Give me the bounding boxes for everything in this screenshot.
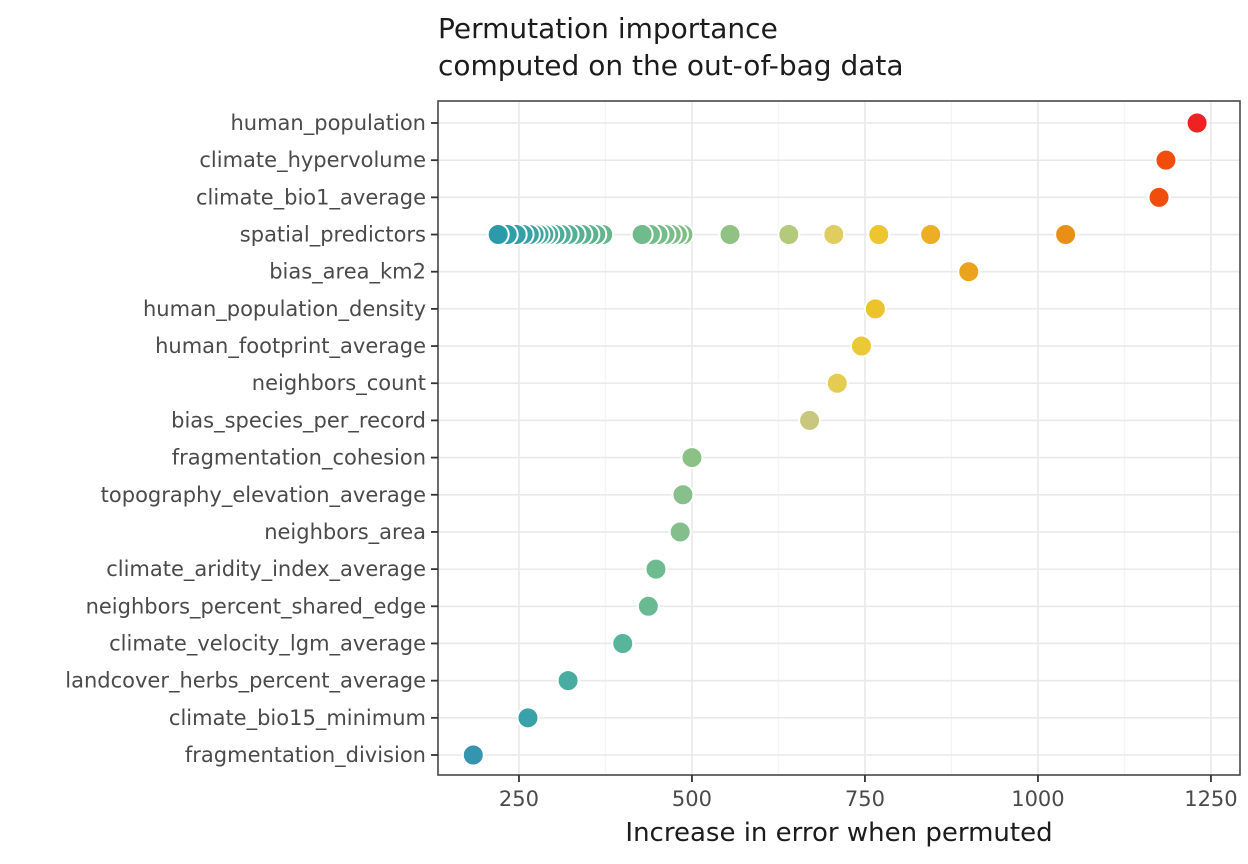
x-axis-title: Increase in error when permuted bbox=[625, 818, 1053, 848]
y-axis-label: human_population_density bbox=[143, 297, 426, 322]
y-axis-label: human_footprint_average bbox=[155, 334, 426, 359]
y-axis-label: climate_velocity_lgm_average bbox=[109, 631, 426, 656]
y-axis-label: landcover_herbs_percent_average bbox=[65, 669, 426, 694]
x-axis-tick-label: 750 bbox=[845, 787, 885, 811]
data-point-spatial_predictors bbox=[1054, 223, 1078, 247]
data-point-spatial_predictors bbox=[630, 223, 654, 247]
y-axis-label: climate_aridity_index_average bbox=[106, 557, 426, 582]
y-axis-label: neighbors_count bbox=[252, 371, 426, 396]
data-point-bias_species_per_record bbox=[798, 408, 822, 432]
data-point-spatial_predictors bbox=[919, 223, 943, 247]
data-point-topography_elevation_average bbox=[671, 483, 695, 507]
x-axis-tick-label: 1250 bbox=[1184, 787, 1237, 811]
chart-title-line1: Permutation importance bbox=[438, 12, 778, 45]
y-axis-label: human_population bbox=[230, 111, 426, 136]
y-axis-label: topography_elevation_average bbox=[101, 483, 426, 508]
y-axis-label: climate_bio1_average bbox=[196, 185, 426, 210]
chart-title-line2: computed on the out-of-bag data bbox=[438, 49, 904, 82]
chart-title: Permutation importance computed on the ou… bbox=[438, 10, 904, 84]
data-point-fragmentation_division bbox=[461, 743, 485, 767]
data-point-climate_bio1_average bbox=[1147, 185, 1171, 209]
data-point-landcover_herbs_percent_average bbox=[556, 669, 580, 693]
data-point-spatial_predictors bbox=[777, 223, 801, 247]
data-point-neighbors_count bbox=[825, 371, 849, 395]
y-axis-label: bias_area_km2 bbox=[269, 260, 426, 285]
y-axis-label: spatial_predictors bbox=[240, 223, 426, 248]
data-point-spatial_predictors bbox=[486, 223, 510, 247]
data-point-human_population bbox=[1185, 111, 1209, 135]
y-axis-label: climate_hypervolume bbox=[199, 148, 426, 173]
x-axis-tick-label: 1000 bbox=[1011, 787, 1064, 811]
data-point-climate_aridity_index_average bbox=[644, 557, 668, 581]
data-point-climate_bio15_minimum bbox=[516, 706, 540, 730]
y-axis-label: fragmentation_cohesion bbox=[172, 446, 426, 471]
data-point-human_population_density bbox=[863, 297, 887, 321]
data-point-climate_hypervolume bbox=[1154, 148, 1178, 172]
panel-border bbox=[437, 100, 1241, 776]
data-point-spatial_predictors bbox=[718, 223, 742, 247]
x-axis-tick-label: 500 bbox=[672, 787, 712, 811]
data-point-spatial_predictors bbox=[867, 223, 891, 247]
data-point-climate_velocity_lgm_average bbox=[611, 631, 635, 655]
data-point-neighbors_area bbox=[668, 520, 692, 544]
y-axis-label: fragmentation_division bbox=[185, 743, 426, 768]
data-point-bias_area_km2 bbox=[957, 260, 981, 284]
y-axis-label: bias_species_per_record bbox=[171, 408, 426, 433]
y-axis-label: climate_bio15_minimum bbox=[169, 706, 426, 731]
y-axis-label: neighbors_percent_shared_edge bbox=[86, 594, 426, 619]
y-axis-label: neighbors_area bbox=[264, 520, 426, 545]
data-point-human_footprint_average bbox=[849, 334, 873, 358]
data-point-fragmentation_cohesion bbox=[680, 446, 704, 470]
data-point-spatial_predictors bbox=[822, 223, 846, 247]
x-axis-tick-label: 250 bbox=[499, 787, 539, 811]
data-point-neighbors_percent_shared_edge bbox=[636, 594, 660, 618]
